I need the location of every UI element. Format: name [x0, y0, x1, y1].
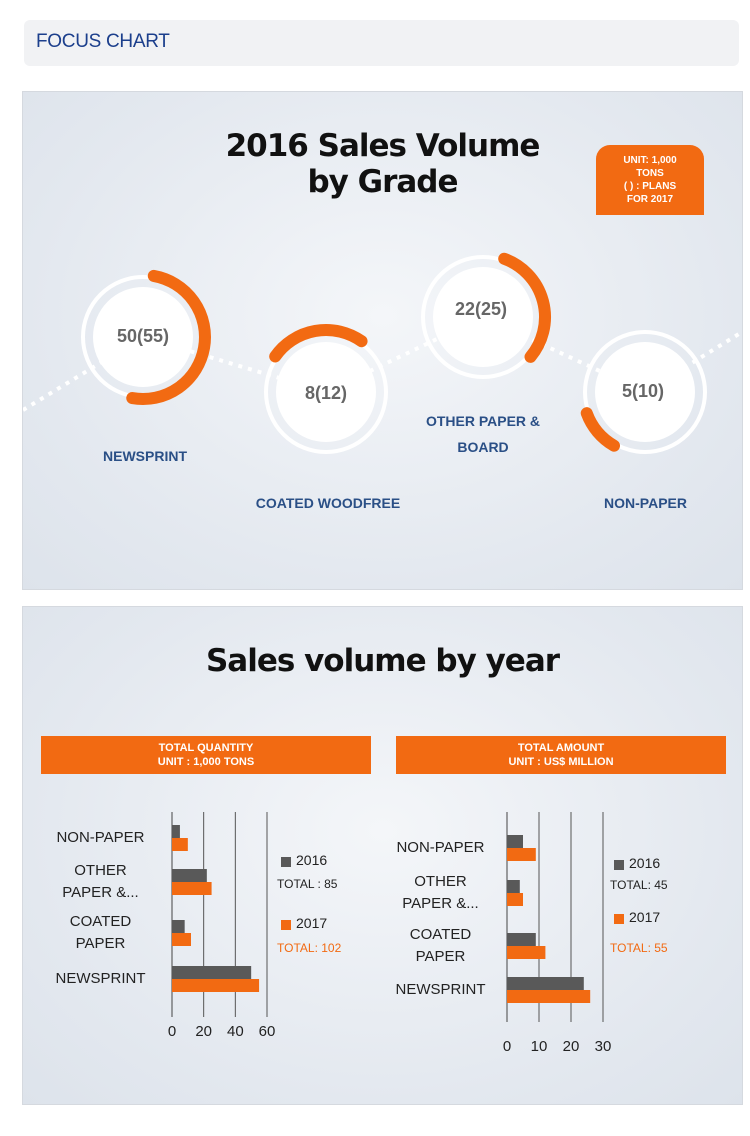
- legend-swatch-2017: [614, 914, 624, 924]
- amount-header-line2: UNIT : US$ MILLION: [508, 756, 614, 768]
- bar-2017: [507, 893, 523, 906]
- legend-swatch-2017: [281, 920, 291, 930]
- unit-badge: UNIT: 1,000 TONS ( ) : PLANS FOR 2017: [596, 145, 704, 215]
- x-tick-label: 0: [502, 1038, 512, 1055]
- bar-2017: [507, 990, 591, 1003]
- category-label: NON-PAPER: [383, 837, 498, 859]
- donut-value-non-paper: 5(10): [621, 381, 665, 401]
- legend-swatch-2016: [614, 860, 624, 870]
- x-tick-label: 20: [195, 1023, 212, 1040]
- donut-center-non-paper: [595, 342, 695, 442]
- yearly-chart-title: Sales volume by year: [205, 643, 560, 679]
- bar-2017: [172, 838, 188, 851]
- unit-badge-line: FOR 2017: [626, 194, 674, 205]
- grade-title-line1: 2016 Sales Volume: [225, 128, 541, 164]
- legend-label-2016: 2016: [296, 852, 328, 868]
- header-bar: FOCUS CHART: [24, 20, 739, 66]
- bar-2016: [507, 880, 520, 893]
- donut-value-newsprint: 50(55): [116, 326, 170, 346]
- bar-2016: [507, 835, 523, 848]
- x-tick-label: 0: [167, 1023, 177, 1040]
- donut-ring-non-paper: [583, 330, 707, 454]
- amount-header-line1: TOTAL AMOUNT: [517, 742, 605, 754]
- category-label-line: NEWSPRINT: [395, 981, 486, 998]
- category-label: OTHER PAPER &...: [43, 860, 158, 904]
- legend-label-2017: 2017: [296, 915, 328, 931]
- grade-label-coated-woodfree: COATED WOODFREE: [255, 495, 401, 511]
- legend-total-2017: TOTAL: 102: [277, 941, 342, 955]
- header-title: FOCUS CHART: [36, 31, 170, 52]
- category-label: OTHER PAPER &...: [383, 871, 498, 915]
- donut-center-coated-woodfree: [276, 342, 376, 442]
- category-label-line: COATED: [69, 913, 132, 930]
- donut-value-coated-woodfree: 8(12): [304, 383, 348, 403]
- bar-2016: [172, 825, 180, 838]
- category-label-line: OTHER: [74, 862, 127, 879]
- bar-2017: [172, 979, 260, 992]
- donut-arc-non-paper: [580, 407, 620, 452]
- category-label-line: NON-PAPER: [56, 829, 145, 846]
- quantity-header-line1: TOTAL QUANTITY: [158, 742, 254, 754]
- quantity-header-line2: UNIT : 1,000 TONS: [157, 756, 255, 768]
- x-tick-label: 40: [226, 1023, 244, 1040]
- amount-chart-header: TOTAL AMOUNT UNIT : US$ MILLION: [396, 736, 726, 774]
- grade-label-newsprint: NEWSPRINT: [103, 448, 187, 464]
- grade-panel: 2016 Sales Volume by Grade UNIT: 1,000 T…: [22, 91, 743, 590]
- category-label: COATED PAPER: [43, 911, 158, 955]
- bar-2016: [507, 977, 584, 990]
- bar-2016: [507, 933, 536, 946]
- bar-2017: [507, 848, 536, 861]
- legend-total-2016: TOTAL : 85: [277, 877, 338, 891]
- category-label: NEWSPRINT: [43, 968, 158, 990]
- donut-arc-newsprint: [126, 269, 211, 405]
- category-label: NEWSPRINT: [383, 979, 498, 1001]
- donut-center-other-paper: [433, 267, 533, 367]
- bar-2017: [172, 882, 212, 895]
- bar-2017: [172, 933, 191, 946]
- donut-center-newsprint: [93, 287, 193, 387]
- category-label-line: NEWSPRINT: [55, 970, 146, 987]
- donut-value-other-paper: 22(25): [454, 299, 508, 319]
- category-label-line: PAPER: [415, 948, 466, 965]
- grade-chart-title: 2016 Sales Volume by Grade: [23, 128, 742, 200]
- x-tick-label: 20: [562, 1038, 580, 1055]
- x-tick-label: 30: [594, 1038, 612, 1055]
- unit-badge-line: ( ) : PLANS: [623, 181, 677, 192]
- quantity-chart-header: TOTAL QUANTITY UNIT : 1,000 TONS: [41, 736, 371, 774]
- bar-2016: [172, 966, 252, 979]
- bar-2016: [172, 869, 207, 882]
- category-label-line: PAPER: [75, 935, 126, 952]
- grade-label-non-paper: NON-PAPER: [604, 495, 687, 511]
- legend-swatch-2016: [281, 857, 291, 867]
- category-label: NON-PAPER: [43, 827, 158, 849]
- legend-label-2016: 2016: [629, 855, 661, 871]
- category-label-line: PAPER &...: [62, 884, 139, 901]
- legend-total-2017: TOTAL: 55: [610, 941, 668, 955]
- yearly-panel: Sales volume by year TOTAL QUANTITY UNIT…: [22, 606, 743, 1105]
- grade-label-line: OTHER PAPER &: [425, 413, 541, 429]
- bar-2016: [172, 920, 185, 933]
- category-label: COATED PAPER: [383, 924, 498, 968]
- grade-donut-chart: [23, 252, 742, 454]
- category-label-line: PAPER &...: [402, 895, 479, 912]
- grade-label-line: BOARD: [457, 439, 509, 455]
- bar-2017: [507, 946, 546, 959]
- legend-total-2016: TOTAL: 45: [610, 878, 668, 892]
- x-tick-label: 60: [258, 1023, 276, 1040]
- category-label-line: COATED: [409, 926, 472, 943]
- donut-arc-other-paper: [498, 252, 551, 363]
- category-label-line: NON-PAPER: [396, 839, 485, 856]
- unit-badge-line: TONS: [636, 168, 664, 179]
- category-label-line: OTHER: [414, 873, 467, 890]
- unit-badge-line: UNIT: 1,000: [623, 155, 677, 166]
- donut-arc-coated-woodfree: [269, 324, 368, 363]
- yearly-bar-charts: [171, 812, 604, 1022]
- grade-label-other-paper: OTHER PAPER & BOARD: [413, 408, 553, 460]
- legend-label-2017: 2017: [629, 909, 661, 925]
- grade-title-line2: by Grade: [307, 164, 458, 200]
- x-tick-label: 10: [530, 1038, 548, 1055]
